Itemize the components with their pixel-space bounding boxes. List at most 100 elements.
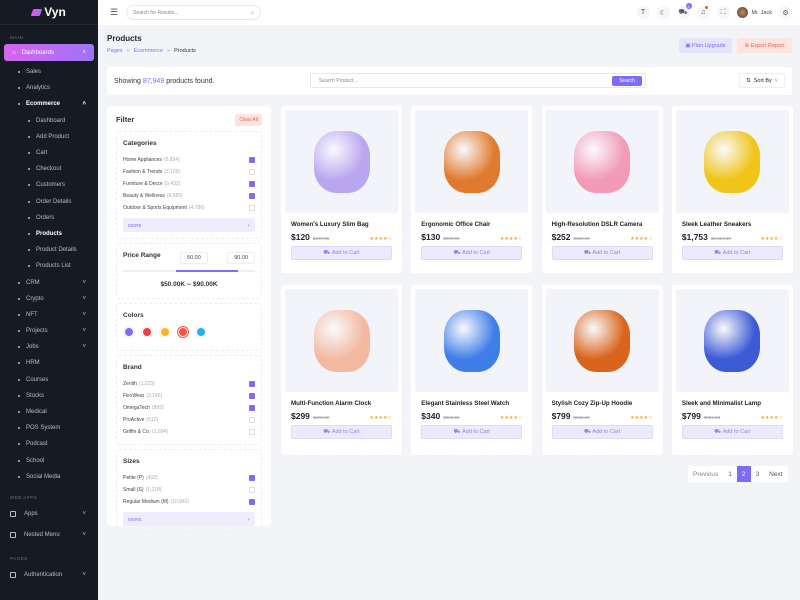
search-icon[interactable]: ⌕ [251,9,255,16]
sidebar-item-ecommerce[interactable]: Ecommerce ˄ [0,96,98,112]
product-image[interactable] [285,110,398,213]
sidebar-item-dashboard[interactable]: Dashboard [0,113,98,129]
product-card[interactable]: Sleek and Minimalist Lamp $799 $899.00 ★★★★… [671,285,793,455]
clear-all-button[interactable]: Clear All [235,113,262,126]
product-card[interactable]: High-Resolution DSLR Camera $252 $320.00 ★★… [541,106,663,273]
logo[interactable]: Vyn [0,0,98,25]
page-3[interactable]: 3 [755,470,760,478]
filter-option[interactable]: Small (S) (1,218) [123,484,255,496]
product-card[interactable]: Sleek Leather Sneakers $1,753 $2,254.00 ★★★… [671,106,793,273]
add-to-cart-button[interactable]: ⛟ Add to Cart [421,246,523,260]
sidebar-item-nft[interactable]: NFT ˅ [0,307,98,323]
checkbox[interactable] [249,487,255,493]
filter-option[interactable]: Beauty & Wellness (6,589) [123,190,255,202]
more-categories-button[interactable]: MORE + [123,218,255,232]
product-image[interactable] [545,110,659,213]
sidebar-item-jobs[interactable]: Jobs ˅ [0,339,98,355]
sidebar-item-apps[interactable]: Apps ˅ [0,504,98,525]
bell-icon[interactable]: ♫ [696,6,710,19]
filter-option[interactable]: Petite (P) (432) [123,472,255,484]
next-page-button[interactable]: Next [769,470,783,478]
product-card[interactable]: Stylish Cozy Zip-Up Hoodie $799 $899.00 ★★★… [541,285,663,455]
checkbox[interactable] [249,405,255,411]
fullscreen-icon[interactable]: ⛶ [716,6,730,19]
page-1[interactable]: 1 [728,470,732,478]
product-card[interactable]: Women's Luxury Slim Bag $120 $160.00 ★★★★☆ ⛟… [281,106,402,273]
checkbox[interactable] [249,499,255,505]
color-swatch[interactable] [195,326,207,338]
sidebar-item-products-list[interactable]: Products List [0,258,98,274]
sidebar-item-add-product[interactable]: Add Product [0,129,98,145]
language-icon[interactable]: T [636,6,650,19]
product-image[interactable] [545,289,659,392]
sidebar-item-dashboards[interactable]: ⌂ Dashboards ˄ [4,44,94,61]
checkbox[interactable] [249,429,255,435]
filter-option[interactable]: Home Appliances (5,894) [123,154,255,166]
filter-option[interactable]: OmegaTech (895) [123,402,255,414]
sidebar-item-stocks[interactable]: Stocks [0,388,98,404]
price-min-input[interactable]: 50.00 [180,252,208,264]
add-to-cart-button[interactable]: ⛟ Add to Cart [681,246,783,260]
checkbox[interactable] [249,475,255,481]
cart-icon[interactable]: ⛟ 5 [676,3,692,19]
price-max-input[interactable]: 90.00 [227,252,255,264]
sort-dropdown[interactable]: ⇅ Sort By ˅ [739,73,785,88]
color-swatch[interactable] [159,326,171,338]
sidebar-item-order-details[interactable]: Order Details [0,194,98,210]
checkbox[interactable] [249,205,255,211]
sidebar-item-customers[interactable]: Customers [0,177,98,193]
sidebar-item-product-details[interactable]: Product Details [0,242,98,258]
product-image[interactable] [675,110,789,213]
add-to-cart-button[interactable]: ⛟ Add to Cart [551,425,653,439]
sidebar-item-medical[interactable]: Medical [0,404,98,420]
plan-upgrade-button[interactable]: ▣ Plan Upgrade [679,38,732,53]
filter-option[interactable]: Furniture & Decor (9,432) [123,178,255,190]
color-swatch[interactable] [123,326,135,338]
filter-option[interactable]: FlexWear (3,145) [123,390,255,402]
search-button[interactable]: Search [612,76,642,86]
sidebar-item-sales[interactable]: Sales [0,64,98,80]
filter-option[interactable]: Griffin & Co. (1,894) [123,426,255,438]
color-swatch[interactable] [141,326,153,338]
moon-icon[interactable]: ☾ [656,6,670,19]
checkbox[interactable] [249,417,255,423]
filter-option[interactable]: Outdoor & Sports Equipment (4,786) [123,202,255,214]
add-to-cart-button[interactable]: ⛟ Add to Cart [291,246,392,260]
sidebar-item-nested-menu[interactable]: Nested Menu ˅ [0,525,98,546]
checkbox[interactable] [249,193,255,199]
export-report-button[interactable]: ⊗ Export Report [737,38,792,53]
gear-icon[interactable]: ⚙ [779,6,792,19]
global-search-input[interactable]: Search for Results... ⌕ [126,5,262,20]
more-sizes-button[interactable]: MORE + [123,512,255,526]
sidebar-item-podcast[interactable]: Podcast [0,436,98,452]
product-card[interactable]: Multi-Function Alarm Clock $299 $399.00 ★★★… [281,285,402,455]
sidebar-item-authentication[interactable]: Authentication ˅ [0,565,98,586]
checkbox[interactable] [249,157,255,163]
checkbox[interactable] [249,181,255,187]
sidebar-item-pos-system[interactable]: POS System [0,420,98,436]
product-card[interactable]: Ergonomic Office Chair $130 $200.00 ★★★★☆ ⛟ … [411,106,533,273]
product-search-input[interactable]: Search Product... Search [310,73,646,88]
sidebar-item-products[interactable]: Products [0,226,98,242]
page-2[interactable]: 2 [736,466,751,482]
sidebar-item-orders[interactable]: Orders [0,210,98,226]
filter-option[interactable]: Zenith (1,223) [123,378,255,390]
product-image[interactable] [675,289,789,392]
filter-option[interactable]: Regular Medium (M) (10,842) [123,496,255,508]
sidebar-item-hrm[interactable]: HRM [0,355,98,371]
sidebar-item-crypto[interactable]: Crypto ˅ [0,291,98,307]
sidebar-item-projects[interactable]: Projects ˅ [0,323,98,339]
checkbox[interactable] [249,381,255,387]
menu-toggle-icon[interactable]: ☰ [110,7,119,17]
product-image[interactable] [285,289,398,392]
sidebar-item-analytics[interactable]: Analytics [0,80,98,96]
add-to-cart-button[interactable]: ⛟ Add to Cart [291,425,392,439]
product-image[interactable] [415,289,529,392]
color-swatch[interactable] [177,326,189,338]
checkbox[interactable] [249,393,255,399]
sidebar-item-social-media[interactable]: Social Media [0,469,98,485]
product-image[interactable] [415,110,529,213]
sidebar-item-crm[interactable]: CRM ˅ [0,274,98,290]
product-card[interactable]: Elegant Stainless Steel Watch $340 $390.00… [411,285,533,455]
add-to-cart-button[interactable]: ⛟ Add to Cart [681,425,783,439]
